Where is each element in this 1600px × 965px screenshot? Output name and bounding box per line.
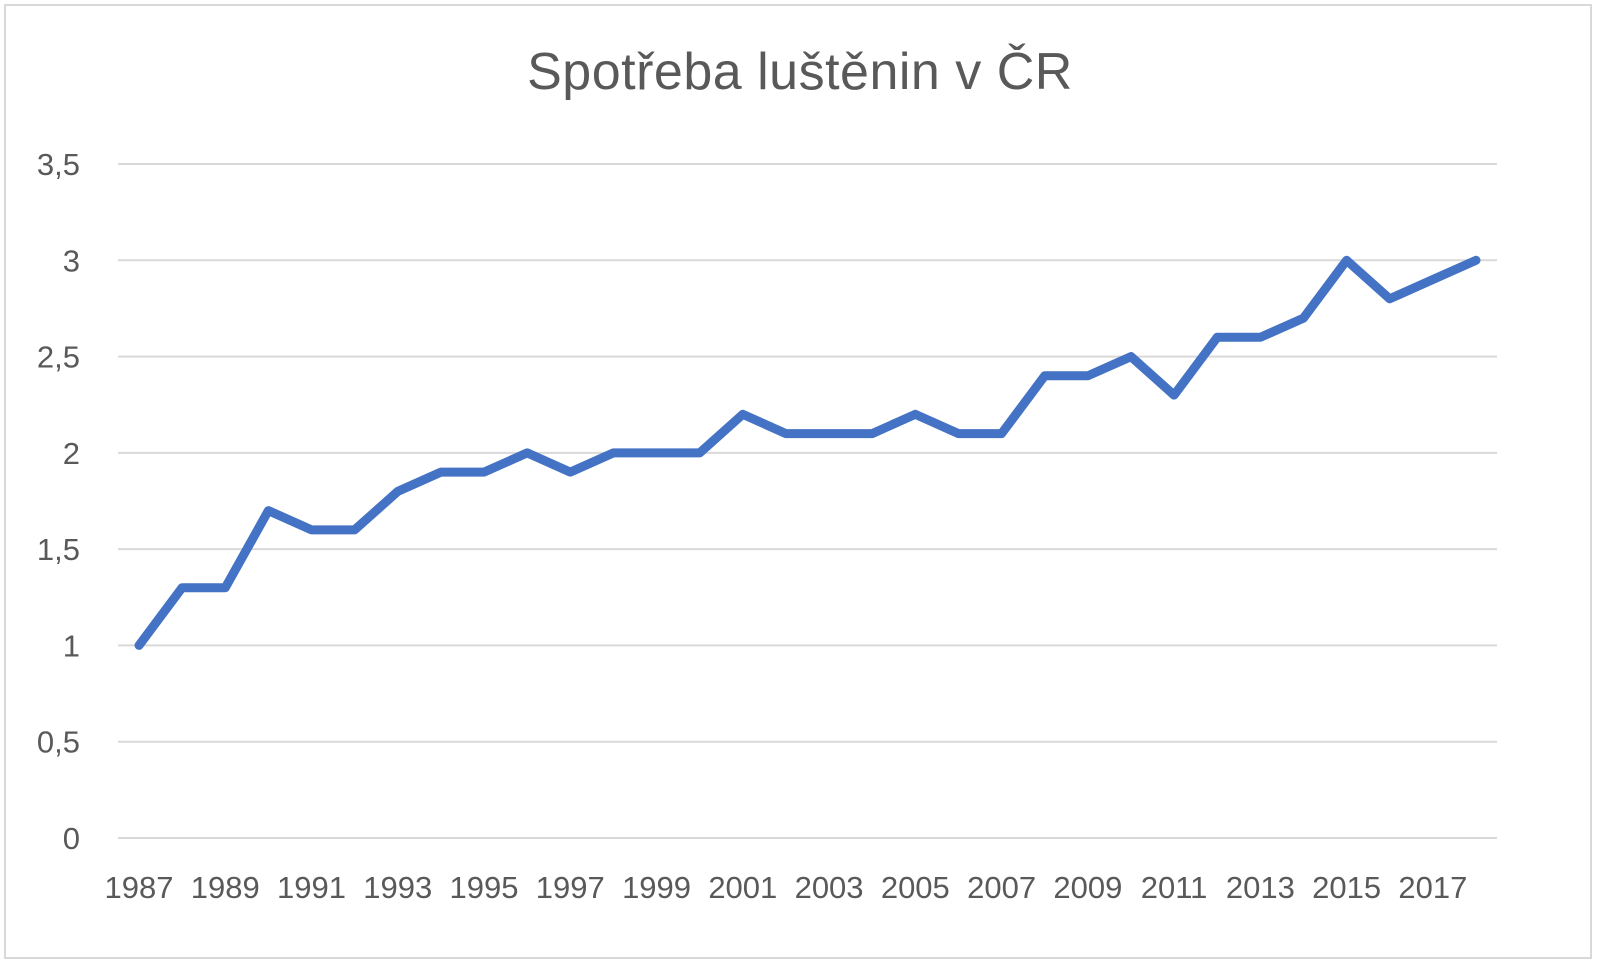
y-tick-label: 2,5	[37, 340, 80, 375]
y-tick-label: 0,5	[37, 725, 80, 760]
data-point-2007	[1000, 432, 1003, 435]
y-tick-label: 2	[63, 436, 80, 471]
x-tick-label: 2007	[967, 870, 1036, 905]
data-point-2002	[784, 432, 787, 435]
x-tick-label: 1987	[105, 870, 174, 905]
data-point-2014	[1302, 317, 1305, 320]
x-tick-label: 1997	[536, 870, 605, 905]
x-tick-label: 2001	[708, 870, 777, 905]
data-point-2005	[914, 413, 917, 416]
x-tick-label: 2005	[881, 870, 950, 905]
y-tick-label: 1,5	[37, 532, 80, 567]
x-tick-label: 2017	[1398, 870, 1467, 905]
data-point-1996	[526, 451, 529, 454]
x-tick-label: 1989	[191, 870, 260, 905]
data-point-1993	[396, 490, 399, 493]
y-tick-label: 1	[63, 628, 80, 663]
y-axis-ticks: 0 0,5 1 1,5 2 2,5 3 3,5	[37, 147, 80, 856]
data-point-2008	[1043, 374, 1046, 377]
x-tick-label: 2009	[1053, 870, 1122, 905]
gridlines	[118, 163, 1497, 839]
data-point-1998	[612, 451, 615, 454]
data-point-2010	[1129, 355, 1132, 358]
data-point-2013	[1259, 336, 1262, 339]
data-point-2000	[698, 451, 701, 454]
x-axis-ticks: 1987 1989 1991 1993 1995 1997 1999 2001 2003 2005…	[105, 870, 1468, 905]
y-tick-label: 3	[63, 243, 80, 278]
x-tick-label: 1991	[277, 870, 346, 905]
data-point-2006	[957, 432, 960, 435]
data-point-2018	[1475, 259, 1477, 262]
data-point-1988	[181, 586, 184, 589]
data-point-2016	[1388, 297, 1391, 300]
x-tick-label: 2013	[1226, 870, 1295, 905]
data-point-2009	[1086, 374, 1089, 377]
y-tick-label: 3,5	[37, 147, 80, 182]
y-tick-label: 0	[63, 821, 80, 856]
data-point-2011	[1173, 394, 1176, 397]
data-point-2003	[828, 432, 831, 435]
x-tick-label: 1993	[363, 870, 432, 905]
data-point-1995	[483, 471, 486, 474]
data-point-2012	[1216, 336, 1219, 339]
x-tick-label: 2015	[1312, 870, 1381, 905]
data-point-1987	[138, 644, 140, 647]
data-point-2004	[871, 432, 874, 435]
series-group	[134, 255, 1481, 650]
data-point-2001	[741, 413, 744, 416]
data-point-1991	[310, 528, 313, 531]
data-point-1989	[224, 586, 227, 589]
data-point-1990	[267, 509, 270, 512]
x-tick-label: 1995	[450, 870, 519, 905]
data-point-2017	[1431, 278, 1434, 281]
x-tick-label: 1999	[622, 870, 691, 905]
data-point-1994	[439, 471, 442, 474]
data-point-1992	[353, 528, 356, 531]
series-line-0	[134, 255, 1481, 650]
data-point-1997	[569, 471, 572, 474]
chart-title: Spotřeba luštěnin v ČR	[527, 43, 1073, 101]
x-tick-label: 2011	[1141, 870, 1208, 905]
data-point-2015	[1345, 259, 1348, 262]
x-tick-label: 2003	[795, 870, 864, 905]
data-point-1999	[655, 451, 658, 454]
